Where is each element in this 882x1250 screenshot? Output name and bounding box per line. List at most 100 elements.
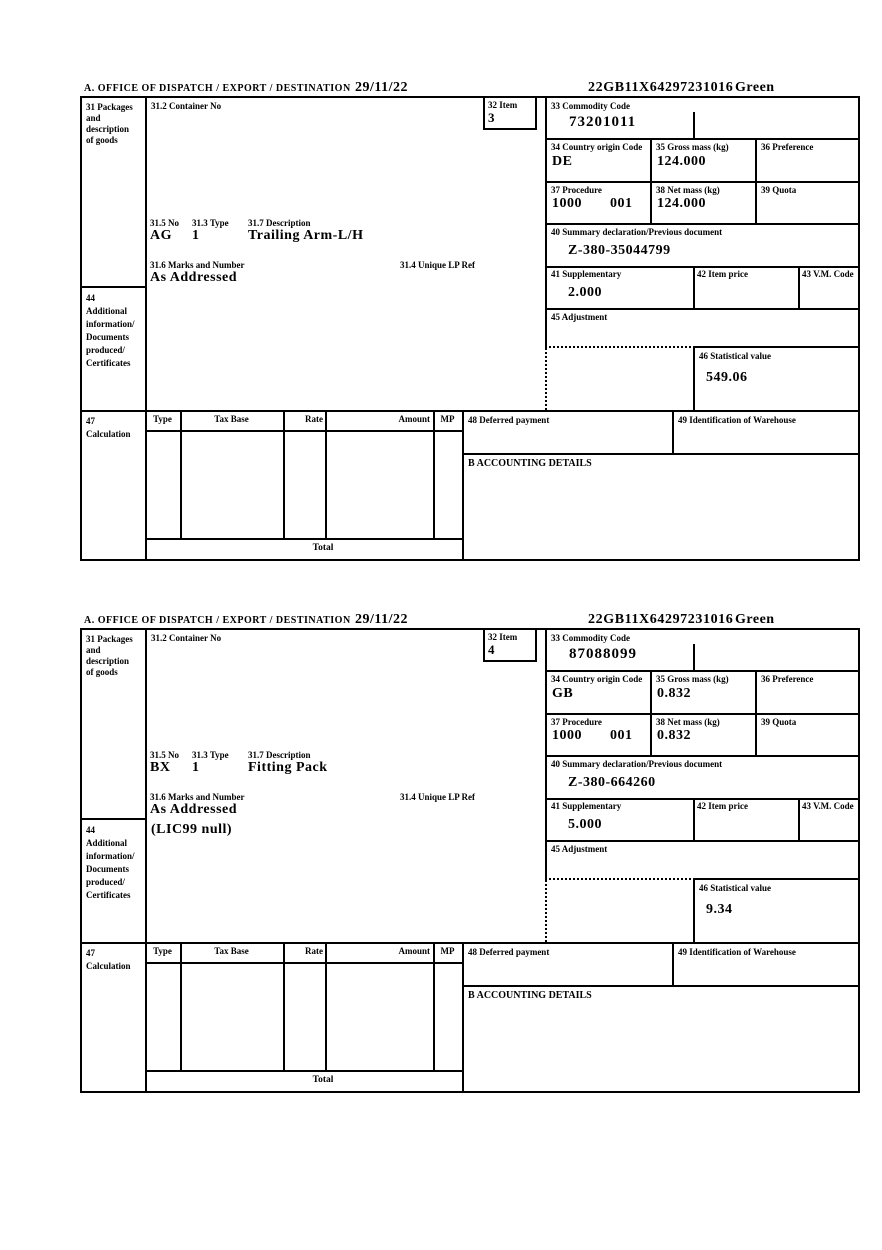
calc-col-tax-base: Tax Base — [214, 414, 249, 424]
divider-dotted-horizontal — [545, 346, 695, 348]
calculation-label: 47 Calculation — [86, 416, 131, 439]
accounting-details-label: B ACCOUNTING DETAILS — [468, 458, 592, 469]
procedure-extra-value: 001 — [610, 196, 633, 211]
unique-lp-ref-label: 31.4 Unique LP Ref — [400, 792, 476, 802]
divider-31-44 — [82, 286, 147, 288]
calc-col-divider — [283, 410, 285, 538]
package-type-label: 31.3 Type — [192, 750, 229, 760]
marks-value: As Addressed — [150, 270, 238, 285]
divider-42-43 — [798, 266, 800, 310]
package-no-label: 31.5 No — [150, 218, 179, 228]
net-mass-value: 124.000 — [657, 196, 706, 211]
divider-calc-header-bottom — [145, 430, 464, 432]
commodity-code-separator — [693, 112, 695, 138]
unique-lp-ref-label: 31.4 Unique LP Ref — [400, 260, 476, 270]
entry-number-value: 22GB11X64297231016 — [588, 612, 734, 627]
adjustment-label: 45 Adjustment — [551, 844, 608, 854]
divider-48-bottom — [462, 985, 858, 987]
item-label: 32 Item — [488, 632, 518, 642]
total-label: Total — [312, 543, 334, 553]
supplementary-label: 41 Supplementary — [551, 269, 622, 279]
calc-col-divider — [325, 942, 327, 1070]
container-no-label: 31.2 Container No — [151, 633, 222, 643]
procedure-label: 37 Procedure — [551, 717, 602, 727]
net-mass-label: 38 Net mass (kg) — [656, 717, 720, 727]
routing-status-value: Green — [735, 612, 775, 627]
item-number-box: 32 Item 3 — [483, 98, 537, 130]
package-no-label: 31.5 No — [150, 750, 179, 760]
preference-label: 36 Preference — [761, 674, 814, 684]
package-no-value: BX — [150, 760, 171, 775]
net-mass-label: 38 Net mass (kg) — [656, 185, 720, 195]
calc-col-mp: MP — [440, 414, 455, 424]
calc-col-type: Type — [153, 946, 172, 956]
divider-34-row-bottom — [545, 181, 858, 183]
divider-calc-48 — [462, 410, 464, 559]
marks-value: As Addressed — [150, 802, 238, 817]
gross-mass-label: 35 Gross mass (kg) — [656, 142, 729, 152]
divider-46-left — [693, 878, 695, 944]
date-value: 29/11/22 — [355, 612, 409, 627]
quota-label: 39 Quota — [761, 717, 797, 727]
procedure-extra-value: 001 — [610, 728, 633, 743]
divider-total-top — [145, 538, 464, 540]
office-of-dispatch-label: A. OFFICE OF DISPATCH / EXPORT / DESTINA… — [84, 615, 351, 626]
packages-label: 31 Packages and description of goods — [86, 102, 133, 145]
customs-declaration-item-form: A. OFFICE OF DISPATCH / EXPORT / DESTINA… — [80, 612, 860, 1095]
routing-status-value: Green — [735, 80, 775, 95]
item-price-label: 42 Item price — [697, 269, 748, 279]
divider-42-43 — [798, 798, 800, 842]
divider-dotted-vertical — [545, 880, 547, 942]
commodity-code-label: 33 Commodity Code — [551, 101, 630, 111]
warehouse-id-label: 49 Identification of Warehouse — [678, 947, 796, 957]
divider-dotted-horizontal — [545, 878, 695, 880]
gross-mass-value: 124.000 — [657, 154, 706, 169]
calc-col-divider — [180, 410, 182, 538]
calc-col-divider — [325, 410, 327, 538]
form-body: 32 Item 3 31 Packages and description of… — [80, 96, 860, 561]
divider-48-49 — [672, 410, 674, 455]
supplementary-label: 41 Supplementary — [551, 801, 622, 811]
deferred-payment-label: 48 Deferred payment — [468, 947, 550, 957]
commodity-code-label: 33 Commodity Code — [551, 633, 630, 643]
divider-37-row-bottom — [545, 223, 858, 225]
calc-col-amount: Amount — [398, 946, 430, 956]
vm-code-label: 43 V.M. Code — [802, 801, 854, 811]
summary-declaration-value: Z-380-35044799 — [568, 243, 671, 258]
country-origin-value: GB — [552, 686, 574, 701]
divider-31-44 — [82, 818, 147, 820]
item-number-value: 4 — [488, 642, 495, 657]
calc-col-rate: Rate — [305, 946, 323, 956]
divider-46-left — [693, 346, 695, 412]
divider-left-column — [145, 98, 147, 559]
net-mass-value: 0.832 — [657, 728, 691, 743]
description-value: Trailing Arm-L/H — [248, 228, 364, 243]
deferred-payment-label: 48 Deferred payment — [468, 415, 550, 425]
item-price-label: 42 Item price — [697, 801, 748, 811]
statistical-value: 549.06 — [706, 370, 748, 385]
divider-calc-top — [82, 410, 858, 412]
calc-col-rate: Rate — [305, 414, 323, 424]
marks-label: 31.6 Marks and Number — [150, 792, 245, 802]
package-type-value: 1 — [192, 760, 200, 775]
procedure-value: 1000 — [552, 196, 582, 211]
calc-col-divider — [180, 942, 182, 1070]
statistical-value-label: 46 Statistical value — [699, 883, 771, 893]
marks-label: 31.6 Marks and Number — [150, 260, 245, 270]
divider-total-top — [145, 1070, 464, 1072]
divider-left-column — [145, 630, 147, 1091]
calc-col-mp: MP — [440, 946, 455, 956]
container-no-label: 31.2 Container No — [151, 101, 222, 111]
divider-34-row-bottom — [545, 713, 858, 715]
divider-dotted-vertical — [545, 348, 547, 410]
divider-48-bottom — [462, 453, 858, 455]
date-value: 29/11/22 — [355, 80, 409, 95]
additional-info-value: (LIC99 null) — [151, 822, 233, 837]
gross-mass-value: 0.832 — [657, 686, 691, 701]
office-of-dispatch-label: A. OFFICE OF DISPATCH / EXPORT / DESTINA… — [84, 83, 351, 94]
divider-40-bottom — [545, 798, 858, 800]
package-type-value: 1 — [192, 228, 200, 243]
divider-calc-top — [82, 942, 858, 944]
procedure-value: 1000 — [552, 728, 582, 743]
country-origin-label: 34 Country origin Code — [551, 674, 643, 684]
